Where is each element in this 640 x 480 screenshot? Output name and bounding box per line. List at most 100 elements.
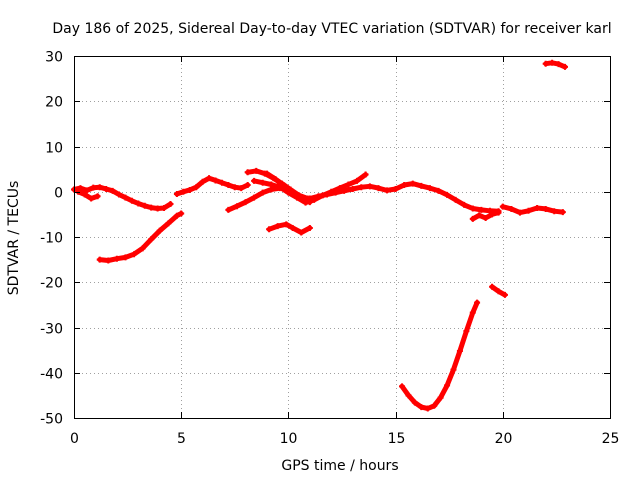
data-point	[259, 189, 266, 196]
axis-ticks	[74, 56, 611, 419]
data-point	[431, 402, 438, 409]
data-point	[405, 392, 412, 399]
y-tick-label: -50	[40, 412, 63, 428]
data-point	[298, 229, 305, 236]
data-point	[173, 191, 180, 198]
x-tick-label: 25	[602, 431, 620, 447]
y-tick-label: -30	[40, 322, 63, 338]
data-point	[542, 60, 549, 67]
data-point	[499, 203, 506, 210]
data-point	[549, 59, 556, 66]
data-point	[476, 212, 483, 219]
data-point	[178, 210, 185, 217]
series-line-trace-d	[174, 175, 251, 197]
data-point	[122, 194, 129, 201]
data-point	[508, 205, 515, 212]
data-point	[276, 180, 283, 187]
data-point	[283, 221, 290, 228]
data-point	[501, 291, 508, 298]
data-point	[463, 328, 470, 335]
data-point	[555, 61, 562, 68]
data-point	[272, 176, 279, 183]
data-point	[561, 63, 568, 70]
data-point	[186, 186, 193, 193]
data-point	[173, 212, 180, 219]
data-point	[167, 200, 174, 207]
data-point	[238, 185, 245, 192]
data-point	[482, 214, 489, 221]
data-point	[75, 188, 82, 195]
data-point	[242, 199, 249, 206]
x-axis-label: GPS time / hours	[281, 458, 398, 474]
x-tick-label: 10	[280, 431, 298, 447]
data-point	[116, 191, 123, 198]
data-point	[358, 184, 365, 191]
data-point	[401, 181, 408, 188]
data-point	[461, 201, 468, 208]
data-point	[384, 187, 391, 194]
data-point	[274, 223, 281, 230]
data-point	[444, 191, 451, 198]
x-tick-label: 15	[388, 431, 406, 447]
series-line-trace-p	[543, 60, 568, 70]
data-point	[495, 209, 502, 216]
data-point	[259, 179, 266, 186]
data-point	[268, 181, 275, 188]
data-point	[426, 185, 433, 192]
data-point	[263, 170, 270, 177]
data-point	[452, 196, 459, 203]
data-point	[225, 206, 232, 213]
data-point	[469, 215, 476, 222]
series-line-trace-i	[277, 181, 309, 202]
data-point	[225, 181, 232, 188]
y-tick-label: 30	[45, 50, 63, 66]
data-point	[516, 209, 523, 216]
data-point	[392, 186, 399, 193]
data-point	[141, 202, 148, 209]
data-point	[534, 205, 541, 212]
data-point	[244, 181, 251, 188]
data-point	[469, 205, 476, 212]
data-point	[113, 255, 120, 262]
data-point	[128, 197, 135, 204]
series-line-trace-a	[71, 184, 173, 211]
data-point	[366, 183, 373, 190]
data-point	[354, 177, 361, 184]
data-point	[375, 185, 382, 192]
data-point	[285, 186, 292, 193]
data-point	[349, 186, 356, 193]
data-point	[139, 245, 146, 252]
y-tick-label: -20	[40, 276, 63, 292]
data-point	[332, 189, 339, 196]
data-point	[161, 205, 168, 212]
data-point	[253, 167, 260, 174]
data-point	[323, 191, 330, 198]
x-tick-label: 0	[70, 431, 79, 447]
data-point	[81, 191, 88, 198]
chart-title: Day 186 of 2025, Sidereal Day-to-day VTE…	[52, 21, 611, 37]
data-point	[193, 184, 200, 191]
data-point	[362, 171, 369, 178]
data-point	[154, 205, 161, 212]
y-tick-label: -40	[40, 367, 63, 383]
data-point	[306, 224, 313, 231]
data-point	[251, 194, 258, 201]
data-point	[409, 180, 416, 187]
data-point	[315, 193, 322, 200]
data-point	[418, 404, 425, 411]
series-line-trace-b	[75, 189, 101, 201]
data-point	[444, 382, 451, 389]
y-tick-labels: -50 -40 -30 -20 -10 0 10 20 30	[40, 50, 63, 428]
data-point	[450, 366, 457, 373]
data-point	[424, 405, 431, 412]
data-point	[156, 227, 163, 234]
y-axis-label: SDTVAR / TECUs	[6, 181, 22, 296]
data-point	[233, 203, 240, 210]
x-tick-label: 5	[177, 431, 186, 447]
data-point	[148, 204, 155, 211]
data-point	[306, 195, 313, 202]
y-tick-label: 0	[54, 186, 63, 202]
data-point	[96, 256, 103, 263]
data-point	[525, 207, 532, 214]
